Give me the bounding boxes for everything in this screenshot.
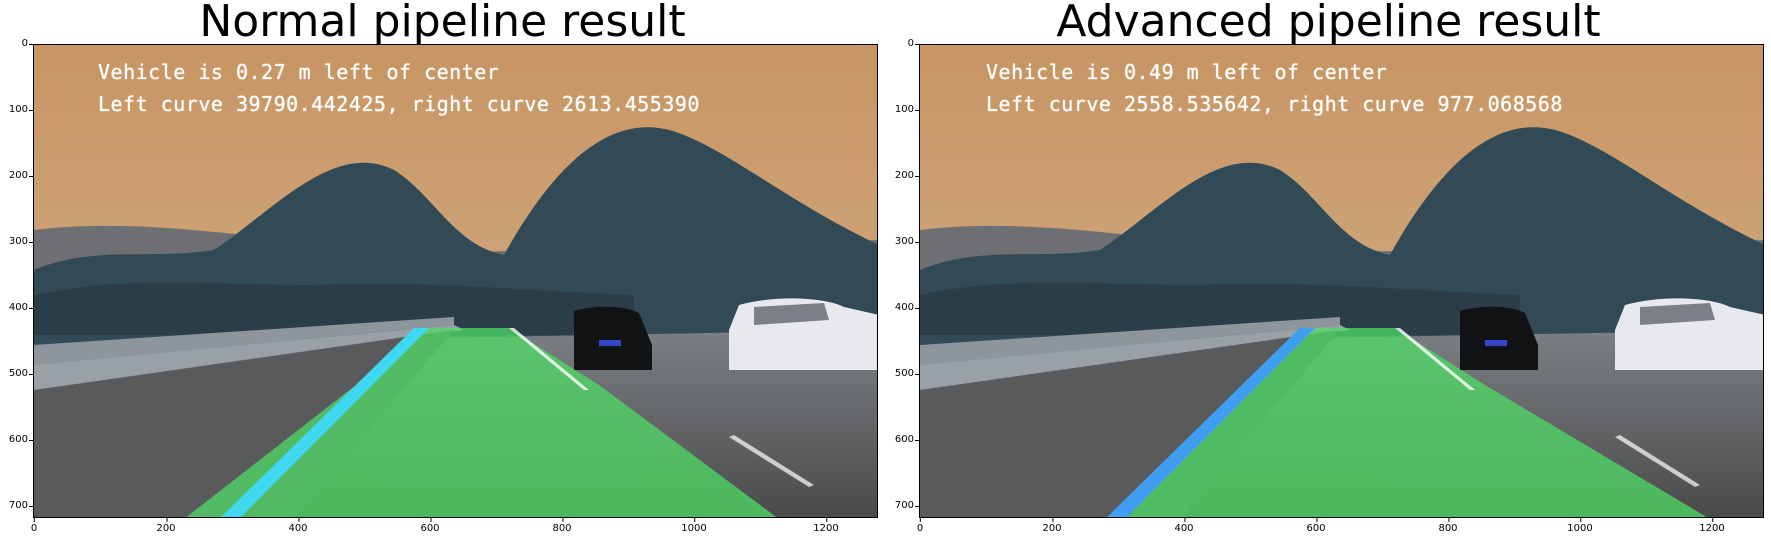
x-tick: 200	[156, 518, 176, 534]
curvature-text: Left curve 39790.442425, right curve 261…	[98, 92, 700, 116]
x-tick: 1200	[813, 518, 839, 534]
panel-normal: Normal pipeline result	[0, 0, 885, 542]
x-tick: 0	[916, 518, 924, 534]
x-tick: 1000	[681, 518, 707, 534]
x-tick: 600	[420, 518, 440, 534]
y-tick: 0	[0, 38, 33, 49]
y-tick: 300	[0, 236, 33, 247]
x-tick: 1200	[1699, 518, 1725, 534]
y-tick: 500	[0, 368, 33, 379]
road-scene	[920, 45, 1763, 517]
y-tick: 600	[0, 434, 33, 445]
result-image	[33, 44, 878, 518]
x-tick: 400	[288, 518, 308, 534]
panel-title: Normal pipeline result	[199, 0, 686, 47]
x-tick: 200	[1042, 518, 1062, 534]
y-tick: 400	[886, 302, 919, 313]
x-tick: 800	[1438, 518, 1458, 534]
x-tick: 0	[30, 518, 38, 534]
panel-advanced: Advanced pipeline result	[886, 0, 1771, 542]
x-tick: 400	[1174, 518, 1194, 534]
panel-title: Advanced pipeline result	[1056, 0, 1601, 47]
y-tick: 400	[0, 302, 33, 313]
x-tick: 600	[1306, 518, 1326, 534]
y-tick: 600	[886, 434, 919, 445]
y-tick: 200	[0, 170, 33, 181]
offset-text: Vehicle is 0.27 m left of center	[98, 60, 500, 84]
offset-text: Vehicle is 0.49 m left of center	[986, 60, 1388, 84]
y-tick: 700	[0, 500, 33, 511]
x-tick: 1000	[1567, 518, 1593, 534]
result-image	[919, 44, 1764, 518]
road-scene	[34, 45, 877, 517]
y-tick: 200	[886, 170, 919, 181]
y-tick: 0	[886, 38, 919, 49]
y-tick: 100	[886, 104, 919, 115]
y-tick: 300	[886, 236, 919, 247]
y-tick: 100	[0, 104, 33, 115]
x-tick: 800	[552, 518, 572, 534]
curvature-text: Left curve 2558.535642, right curve 977.…	[986, 92, 1563, 116]
y-tick: 700	[886, 500, 919, 511]
y-tick: 500	[886, 368, 919, 379]
